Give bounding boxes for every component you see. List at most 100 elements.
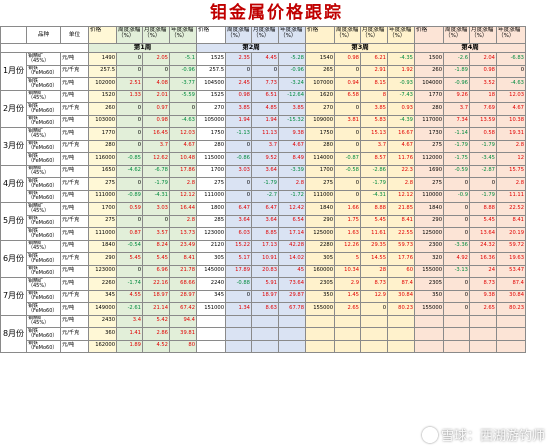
unit-label: 元/千克 <box>60 214 89 228</box>
change-cell: 8.63 <box>251 302 279 316</box>
change-cell: 3.64 <box>225 214 252 228</box>
price-cell: 151000 <box>196 302 226 316</box>
change-cell: 3.7 <box>142 139 170 153</box>
change-cell: 0 <box>116 177 143 191</box>
change-cell: 19.63 <box>496 252 526 266</box>
change-cell: 3.64 <box>251 214 279 228</box>
unit-label: 元/吨 <box>60 89 89 103</box>
product-name: 钼精矿（45%） <box>26 127 61 141</box>
table-row: 3月份 钼精矿（45%） 元/吨 1770 0 16.45 12.03 1750 -1.13 11… <box>0 127 526 166</box>
change-cell: -0.96 <box>169 64 197 78</box>
change-cell: 0 <box>116 114 143 128</box>
price-cell: 155000 <box>414 302 444 316</box>
product-name: 钼铁（FeMo60） <box>26 339 61 353</box>
price-cell: 102000 <box>88 77 117 91</box>
change-cell: 2.8 <box>496 177 526 191</box>
change-cell: 5.45 <box>360 214 388 228</box>
price-cell <box>196 314 226 328</box>
change-cell <box>443 339 470 353</box>
table-row: 钼铁（FeMo60） 元/吨 123000 0 6.96 21.78 145000 17.89… <box>1 264 526 278</box>
price-cell: 104500 <box>196 77 226 91</box>
change-cell: -0.96 <box>443 77 470 91</box>
price-cell <box>305 339 335 353</box>
price-cell: 1770 <box>88 127 117 141</box>
change-cell: 2.8 <box>278 177 306 191</box>
change-cell <box>469 339 497 353</box>
price-cell: 1690 <box>414 164 444 178</box>
watermark: 雪球：西湖游钓师 <box>421 425 545 444</box>
change-cell: -1.79 <box>360 177 388 191</box>
change-cell: 0 <box>116 64 143 78</box>
change-cell: 1.94 <box>251 114 279 128</box>
table-row: 钼铁（FeMo60） 元/吨 111000 -0.89 -4.31 12.12 111000… <box>1 189 526 203</box>
change-cell: 10.34 <box>334 264 361 278</box>
change-cell: -4.31 <box>142 189 170 203</box>
price-cell: 1800 <box>196 202 226 216</box>
change-cell: 30.84 <box>387 289 415 303</box>
price-cell <box>414 327 444 341</box>
price-cell: 1840 <box>88 239 117 253</box>
change-cell: 7.73 <box>251 77 279 91</box>
change-cell: 6.51 <box>251 89 279 103</box>
change-cell <box>387 314 415 328</box>
change-cell: 1.63 <box>334 227 361 241</box>
header-month-blank <box>0 26 27 44</box>
change-cell: 22.55 <box>387 227 415 241</box>
price-cell: 1750 <box>305 127 335 141</box>
change-cell: 4.67 <box>169 139 197 153</box>
watermark-text: 雪球：西湖游钓师 <box>440 429 545 444</box>
price-cell: 265 <box>305 64 335 78</box>
change-cell: 0 <box>225 139 252 153</box>
change-cell: 8.49 <box>278 152 306 166</box>
change-cell <box>225 314 252 328</box>
unit-label: 元/千克 <box>60 64 89 78</box>
header-wow: 周度涨幅（%） <box>334 26 361 44</box>
change-cell: -0.87 <box>334 152 361 166</box>
change-cell: 6.47 <box>225 202 252 216</box>
change-cell: 1.89 <box>116 339 143 353</box>
product-name: 钼精矿（45%） <box>26 277 61 291</box>
price-cell: 111000 <box>88 227 117 241</box>
change-cell: 8.41 <box>169 252 197 266</box>
change-cell: 8.73 <box>360 277 388 291</box>
week-label: 第4周 <box>414 43 526 53</box>
table-row: 钼铁（FeMo60） 元/吨 116000 -0.85 12.62 10.48 115000… <box>1 152 526 166</box>
header-price: 价格 <box>88 26 117 44</box>
change-cell: 80.23 <box>496 302 526 316</box>
change-cell: 13.64 <box>469 227 497 241</box>
change-cell: 9.38 <box>278 127 306 141</box>
product-name: 钼精矿（45%） <box>26 314 61 328</box>
price-cell: 1650 <box>88 164 117 178</box>
table-row: 钼铁（FeMo60） 元/千克 280 0 3.7 4.67 280 0 3.7 4.67 280 0… <box>1 139 526 153</box>
price-cell: 1525 <box>196 52 226 66</box>
change-cell <box>360 314 388 328</box>
change-cell: 0 <box>334 139 361 153</box>
change-cell: -1.72 <box>278 189 306 203</box>
change-cell <box>496 327 526 341</box>
unit-label: 元/吨 <box>60 77 89 91</box>
price-cell: 2260 <box>88 277 117 291</box>
change-cell: 8.41 <box>387 214 415 228</box>
change-cell: 16.67 <box>387 127 415 141</box>
change-cell: 12.03 <box>496 89 526 103</box>
change-cell: 12.26 <box>334 239 361 253</box>
change-cell: 4.67 <box>496 102 526 116</box>
change-cell: 20.19 <box>496 227 526 241</box>
unit-label: 元/吨 <box>60 314 89 328</box>
unit-label: 元/吨 <box>60 127 89 141</box>
table-row: 钼铁（FeMo60） 元/千克 345 4.55 18.97 28.97 345 0 18.97… <box>1 289 526 303</box>
table-row: 钼铁（FeMo60） 元/千克 360 1.41 2.86 39.81 <box>1 327 526 341</box>
change-cell: -2.86 <box>360 164 388 178</box>
price-cell <box>305 327 335 341</box>
table-row: 钼铁（FeMo60） 元/千克 290 5.45 5.45 8.41 305 5.17 10.9… <box>1 252 526 266</box>
week-label: 第3周 <box>305 43 415 53</box>
price-cell: 123000 <box>196 227 226 241</box>
change-cell: 1.66 <box>334 202 361 216</box>
change-cell: 21.78 <box>169 264 197 278</box>
change-cell: -5.59 <box>169 89 197 103</box>
price-cell: 107000 <box>305 77 335 91</box>
change-cell: 0 <box>443 277 470 291</box>
change-cell: 59.72 <box>496 239 526 253</box>
change-cell: 0 <box>496 64 526 78</box>
change-cell: 0 <box>443 214 470 228</box>
